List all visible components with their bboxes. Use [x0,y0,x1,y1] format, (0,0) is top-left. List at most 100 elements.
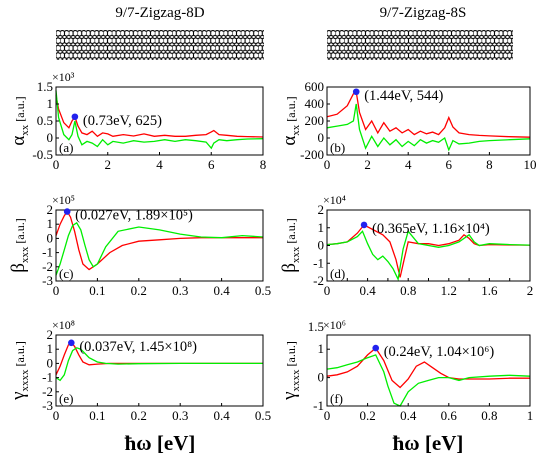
y-exponent: ×10⁴ [323,193,346,207]
x-tick-label: 0.5 [255,283,271,298]
panel-label: (e) [59,391,73,406]
x-tick-label: 4 [156,157,163,172]
plot-frame [55,209,264,282]
x-tick-label: 0 [53,408,60,423]
x-tick-label: 6 [446,157,453,172]
y-tick-label: 1.5 [37,79,53,94]
peak-annotation: (0.24eV, 1.04×10⁶) [384,344,495,360]
peak-marker [68,339,75,347]
y-tick-label: 0.5 [37,113,53,128]
panel-label: (a) [59,140,73,155]
y-exponent: ×10⁶ [323,318,346,332]
y-tick-label: 1 [318,220,325,235]
y-axis-label: βxxx [a.u.] [8,218,31,273]
y-tick-label: 1 [47,341,54,356]
x-tick-label: 0.4 [213,283,230,298]
y-axis-subscript: xx [290,124,302,136]
y-tick-label: 0 [318,370,325,385]
peak-marker [71,113,79,121]
y-tick-label: 2 [47,202,54,217]
y-tick-label: 0 [47,355,54,370]
series-line-green [55,221,264,276]
y-tick-label: -2 [42,384,53,399]
peak-annotation: (0.365eV, 1.16×10⁴) [372,221,490,237]
x-tick-label: 0.2 [131,283,147,298]
x-tick-label: 0.3 [172,283,188,298]
column-title-left: 9/7-Zigzag-8D [115,5,204,21]
x-tick-label: 0.8 [481,408,497,423]
peak-annotation: (1.44eV, 544) [364,88,443,104]
peak-annotation: (0.037eV, 1.45×10⁸) [79,339,197,355]
series-line-red [326,90,531,138]
y-tick-label: 2 [318,202,325,217]
y-tick-label: 600 [305,79,325,94]
ribbon-structure-right [327,30,513,60]
x-tick-label: 0.3 [172,408,188,423]
peak-annotation: (0.027eV, 1.89×10⁵) [75,208,193,224]
y-axis-unit: [a.u.] [13,218,27,246]
x-tick-label: 0.8 [400,283,416,298]
y-axis-symbol: γ [8,391,29,400]
y-axis-unit: [a.u.] [284,96,298,124]
y-axis-label: αxx [a.u.] [8,96,31,145]
series-line-green [326,354,531,407]
y-axis-subscript: xxx [290,246,302,263]
column-title-right: 9/7-Zigzag-8S [380,5,467,21]
x-tick-label: 1 [527,408,534,423]
x-tick-label: 1.2 [441,283,457,298]
y-tick-label: -1 [42,370,53,385]
y-tick-label: 0 [47,230,54,245]
x-tick-label: 0.1 [89,283,105,298]
x-tick-label: 0.4 [359,283,376,298]
y-tick-label: -1 [313,398,324,413]
x-tick-label: 1.6 [481,283,498,298]
x-axis-label-left: ħω [eV] [125,431,196,455]
peak-marker [352,88,360,96]
panel-label: (f) [330,391,343,406]
y-tick-label: 0 [318,130,325,145]
x-tick-label: 0.1 [89,408,105,423]
y-axis-symbol: γ [279,391,300,400]
y-axis-subscript: xxxx [290,369,302,392]
y-tick-label: 200 [305,113,325,128]
peak-marker [63,208,71,215]
x-tick-label: 0 [324,157,331,172]
y-tick-label: 400 [305,96,325,111]
peak-marker [360,221,368,229]
y-tick-label: -1 [42,245,53,260]
y-axis-unit: [a.u.] [284,341,298,369]
series-line-green [55,347,263,382]
x-tick-label: 8 [486,157,493,172]
x-tick-label: 8 [260,157,267,172]
y-tick-label: -3 [42,398,53,413]
x-tick-label: 0 [324,283,331,298]
plot-frame [326,334,531,407]
peak-annotation: (0.73eV, 625) [83,113,162,129]
x-tick-label: 10 [524,157,537,172]
y-axis-symbol: α [8,136,29,146]
y-axis-unit: [a.u.] [13,341,27,369]
y-axis-label: αxx [a.u.] [279,96,302,145]
series-line-red [326,347,530,389]
peak-marker [372,344,380,352]
series-line-green [326,103,531,152]
y-axis-label: γxxxx [a.u.] [279,341,302,401]
series-line-green [55,90,264,150]
x-tick-label: 0.4 [400,408,417,423]
x-axis-label-right: ħω [eV] [393,431,464,455]
x-tick-label: 2 [105,157,112,172]
panel-label: (b) [330,140,345,155]
y-axis-subscript: xxxx [19,369,31,392]
y-axis-unit: [a.u.] [13,96,27,124]
y-axis-symbol: α [279,136,300,146]
x-tick-label: 6 [208,157,215,172]
x-tick-label: 2 [364,157,371,172]
y-axis-symbol: β [279,263,300,273]
